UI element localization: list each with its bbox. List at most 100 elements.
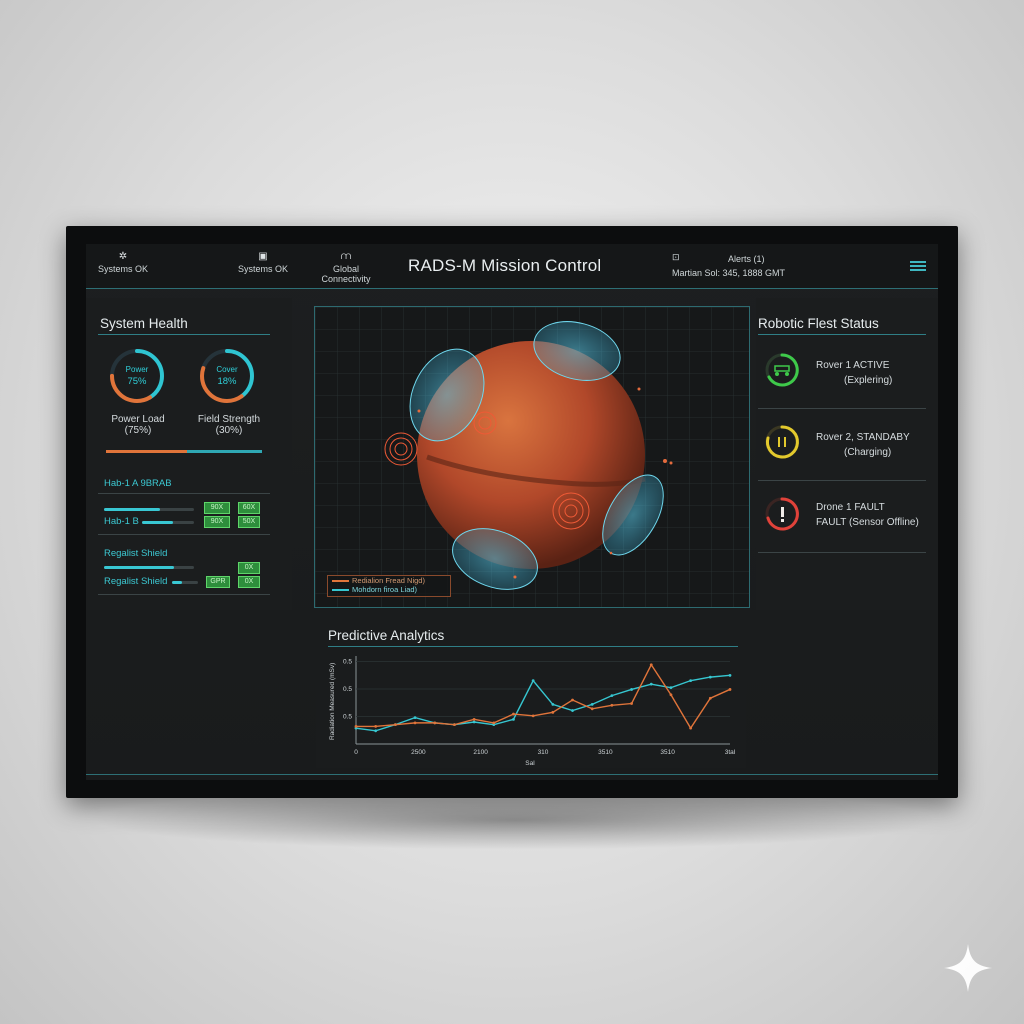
divider (98, 493, 270, 494)
chart-point (610, 703, 614, 707)
chart-point (669, 693, 673, 697)
field-gauge-line1: Cover (216, 365, 238, 374)
chart-point (393, 723, 397, 727)
chart-point (610, 694, 614, 697)
chart-y-tick: 0.5 (343, 714, 352, 721)
systems-status-1[interactable]: ✲ Systems OK (98, 251, 148, 275)
shield-tag-2: GPR (206, 576, 230, 588)
chart-point (649, 682, 653, 686)
chart-point (512, 717, 515, 721)
system-health-title: System Health (100, 316, 188, 331)
hab-title: Hab-1 A 9BRAB (104, 478, 172, 489)
menu-icon[interactable] (910, 261, 926, 272)
chart-point (413, 716, 417, 719)
chart-point (630, 688, 633, 691)
chart-point (531, 679, 535, 683)
rover-2-status[interactable]: Rover 2, STANDABY (Charging) (816, 430, 910, 460)
chart-point (492, 721, 496, 725)
chart-point (669, 686, 673, 690)
chart-point (590, 703, 594, 706)
power-load-sub: (75%) (124, 425, 152, 436)
antenna-icon: ⩋ (341, 251, 352, 262)
field-strength-label: Field Strength (30%) (186, 414, 272, 436)
field-gauge-text: Cover 18% (198, 364, 256, 388)
gear-icon: ✲ (118, 251, 128, 262)
header-bar: ✲ Systems OK ▣ Systems OK ⩋ Global Conne… (86, 244, 938, 289)
chart-point (571, 698, 574, 702)
legend-label-shield: Mohdorn firoa Liad) (352, 585, 418, 594)
rover-2-line2: (Charging) (844, 447, 892, 458)
alert-icon: ⊡ (672, 252, 680, 262)
chart-point (649, 663, 653, 667)
divider (98, 334, 270, 335)
chart-point (374, 729, 378, 733)
chart-series-line-1 (356, 663, 731, 730)
drone-1-status[interactable]: Drone 1 FAULT FAULT (Sensor Offline) (816, 500, 919, 530)
chart-point (551, 710, 555, 714)
power-gauge (110, 349, 164, 403)
connectivity-status[interactable]: ⩋ Global Connectivity (308, 251, 384, 285)
dashboard-screen: ✲ Systems OK ▣ Systems OK ⩋ Global Conne… (86, 244, 938, 780)
chart-point (433, 721, 437, 725)
divider (758, 408, 926, 409)
rover-2-line1: Rover 2, STANDABY (816, 432, 910, 443)
shield-label-2: Regalist Shield (104, 576, 168, 587)
chart-y-label: Radiation Measured (mSv) (329, 663, 336, 740)
field-strength-sub: (30%) (215, 425, 243, 436)
chart-point (453, 723, 456, 727)
analytics-title: Predictive Analytics (328, 628, 445, 643)
rover-1-line1: Rover 1 ACTIVE (816, 360, 890, 371)
fleet-title: Robotic Flest Status (758, 316, 879, 331)
divider (98, 534, 270, 535)
power-load-title: Power Load (111, 414, 165, 425)
chart-point (689, 679, 693, 683)
chart-x-tick: 0 (354, 749, 358, 756)
chart-x-tick: 3510 (660, 749, 675, 756)
chart-x-tick: 2100 (473, 749, 488, 756)
power-gauge-text: Power 75% (108, 364, 166, 388)
connectivity-label: Global Connectivity (321, 264, 371, 284)
legend-item-radiation: Redialion Fread Nigd) (328, 576, 450, 585)
martian-time: Martian Sol: 345, 1888 GMT (672, 268, 786, 278)
divider (758, 334, 926, 335)
mars-radiation-map[interactable]: Redialion Fread Nigd) Mohdorn firoa Liad… (314, 306, 750, 608)
chart-point (708, 696, 712, 700)
hab-1b-tag: 90X (204, 516, 230, 528)
fleet-panel: Robotic Flest Status Rover 1 ACTIVE (Exp… (756, 298, 938, 610)
shield-tag-1: 0X (238, 562, 260, 574)
chart-point (531, 714, 535, 718)
rover-1-status[interactable]: Rover 1 ACTIVE (Explering) (816, 358, 892, 388)
load-bar (106, 450, 262, 453)
bottom-rule (86, 774, 938, 775)
chart-point (374, 725, 378, 728)
hab-1a-tag-2: 60X (238, 502, 260, 514)
pause-icon (765, 425, 799, 459)
divider (758, 480, 926, 481)
rover-icon (765, 353, 799, 387)
monitor: ✲ Systems OK ▣ Systems OK ⩋ Global Conne… (66, 226, 958, 798)
field-gauge-value: 18% (217, 376, 237, 387)
drone-1-line1: Drone 1 FAULT (816, 502, 885, 513)
shield-title: Regalist Shield (104, 548, 168, 559)
chart-x-tick: 3tal (725, 749, 736, 756)
hab-1b-bar (142, 521, 194, 524)
chart-x-tick: 310 (538, 749, 549, 756)
alert-icon (765, 497, 799, 531)
chart-point (472, 717, 476, 721)
systems-status-2[interactable]: ▣ Systems OK (238, 252, 288, 275)
chart-y-tick: 0.5 (343, 659, 352, 666)
chart-point (512, 712, 515, 716)
analytics-chart[interactable]: 0.5 0.5 0.5 0 2500 2100 310 3510 3510 3tal Radiat… (316, 650, 746, 768)
monitor-shadow (90, 790, 940, 850)
legend-label-radiation: Redialion Fread Nigd) (352, 576, 425, 585)
load-bar-fill (106, 450, 188, 453)
divider (328, 646, 738, 647)
shield-bar-2 (172, 581, 198, 584)
power-gauge-line1: Power (125, 365, 149, 374)
chart-x-tick: 2500 (411, 749, 426, 756)
divider (98, 594, 270, 595)
chart-point (728, 673, 732, 677)
map-legend: Redialion Fread Nigd) Mohdorn firoa Liad… (327, 575, 451, 597)
hab-1b-label: Hab-1 B (104, 516, 139, 527)
chart-point (728, 688, 732, 691)
